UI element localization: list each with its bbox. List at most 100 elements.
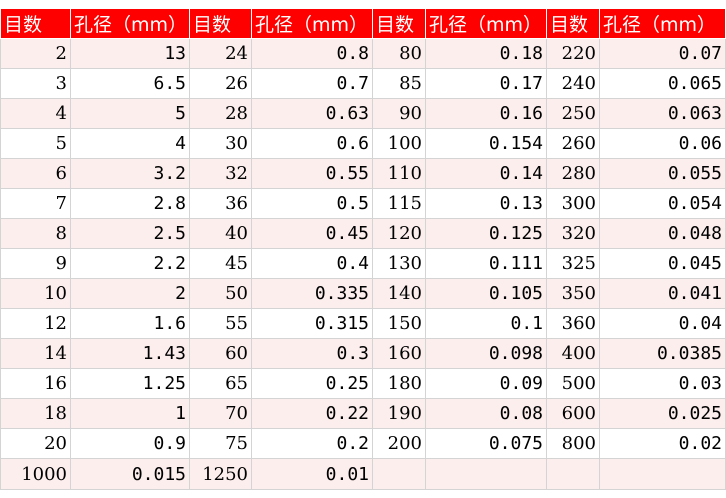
mesh-cell: 280 [546, 158, 600, 189]
aperture-cell: 0.041 [599, 278, 726, 309]
aperture-cell: 0.154 [425, 128, 547, 159]
header-aperture-2: 孔径（mm） [251, 8, 373, 39]
mesh-cell: 1250 [189, 458, 252, 490]
mesh-cell: 4 [0, 98, 71, 129]
aperture-cell: 4 [70, 128, 190, 159]
mesh-cell: 90 [372, 98, 426, 129]
mesh-cell: 32 [189, 158, 252, 189]
aperture-cell: 2.8 [70, 188, 190, 219]
mesh-cell [546, 458, 600, 490]
mesh-cell: 400 [546, 338, 600, 369]
aperture-cell: 0.25 [251, 368, 373, 399]
aperture-cell: 2 [70, 278, 190, 309]
header-mesh-1: 目数 [0, 8, 71, 39]
aperture-cell: 0.63 [251, 98, 373, 129]
table-row: 14 1.43 60 0.3 160 0.098 400 0.0385 [0, 338, 726, 369]
aperture-cell: 3.2 [70, 158, 190, 189]
aperture-cell: 1.6 [70, 308, 190, 339]
mesh-cell: 26 [189, 68, 252, 99]
aperture-cell: 0.111 [425, 248, 547, 279]
table-row: 7 2.8 36 0.5 115 0.13 300 0.054 [0, 188, 726, 219]
aperture-cell: 0.105 [425, 278, 547, 309]
aperture-cell: 2.5 [70, 218, 190, 249]
aperture-cell: 0.054 [599, 188, 726, 219]
aperture-cell: 0.048 [599, 218, 726, 249]
aperture-cell: 0.6 [251, 128, 373, 159]
aperture-cell: 0.17 [425, 68, 547, 99]
mesh-cell: 3 [0, 68, 71, 99]
mesh-cell: 55 [189, 308, 252, 339]
mesh-cell: 45 [189, 248, 252, 279]
aperture-cell: 0.02 [599, 428, 726, 459]
aperture-cell: 0.9 [70, 428, 190, 459]
table-row: 9 2.2 45 0.4 130 0.111 325 0.045 [0, 248, 726, 279]
mesh-cell: 600 [546, 398, 600, 429]
mesh-cell: 9 [0, 248, 71, 279]
aperture-cell: 0.14 [425, 158, 547, 189]
mesh-cell: 14 [0, 338, 71, 369]
mesh-cell: 8 [0, 218, 71, 249]
aperture-cell: 0.3 [251, 338, 373, 369]
aperture-cell: 0.16 [425, 98, 547, 129]
table-row: 6 3.2 32 0.55 110 0.14 280 0.055 [0, 158, 726, 189]
mesh-cell: 36 [189, 188, 252, 219]
mesh-cell: 160 [372, 338, 426, 369]
mesh-cell: 80 [372, 38, 426, 69]
mesh-cell: 30 [189, 128, 252, 159]
aperture-cell: 1.43 [70, 338, 190, 369]
mesh-cell: 500 [546, 368, 600, 399]
table-row: 2 13 24 0.8 80 0.18 220 0.07 [0, 38, 726, 69]
aperture-cell: 0.8 [251, 38, 373, 69]
aperture-cell: 0.075 [425, 428, 547, 459]
table-row: 16 1.25 65 0.25 180 0.09 500 0.03 [0, 368, 726, 399]
mesh-cell: 85 [372, 68, 426, 99]
aperture-cell: 6.5 [70, 68, 190, 99]
aperture-cell: 0.07 [599, 38, 726, 69]
mesh-cell: 50 [189, 278, 252, 309]
mesh-cell: 60 [189, 338, 252, 369]
aperture-cell: 0.0385 [599, 338, 726, 369]
aperture-cell: 0.025 [599, 398, 726, 429]
aperture-cell: 0.2 [251, 428, 373, 459]
mesh-cell: 5 [0, 128, 71, 159]
mesh-cell: 260 [546, 128, 600, 159]
mesh-cell: 140 [372, 278, 426, 309]
aperture-cell: 0.18 [425, 38, 547, 69]
mesh-cell: 20 [0, 428, 71, 459]
aperture-cell: 0.06 [599, 128, 726, 159]
table-row: 1000 0.015 1250 0.01 [0, 458, 726, 490]
aperture-cell: 0.045 [599, 248, 726, 279]
aperture-cell: 0.1 [425, 308, 547, 339]
header-mesh-3: 目数 [372, 8, 426, 39]
aperture-cell: 0.13 [425, 188, 547, 219]
table-row: 10 2 50 0.335 140 0.105 350 0.041 [0, 278, 726, 309]
mesh-cell: 220 [546, 38, 600, 69]
aperture-cell: 2.2 [70, 248, 190, 279]
aperture-cell: 0.125 [425, 218, 547, 249]
mesh-cell: 70 [189, 398, 252, 429]
aperture-cell: 0.335 [251, 278, 373, 309]
aperture-cell: 0.09 [425, 368, 547, 399]
aperture-cell: 0.55 [251, 158, 373, 189]
table-row: 18 1 70 0.22 190 0.08 600 0.025 [0, 398, 726, 429]
mesh-cell: 16 [0, 368, 71, 399]
header-aperture-3: 孔径（mm） [425, 8, 547, 39]
aperture-cell [425, 458, 547, 490]
aperture-cell: 0.01 [251, 458, 373, 490]
aperture-cell: 0.04 [599, 308, 726, 339]
mesh-cell: 200 [372, 428, 426, 459]
aperture-cell: 1.25 [70, 368, 190, 399]
aperture-cell: 0.45 [251, 218, 373, 249]
table-body: 2 13 24 0.8 80 0.18 220 0.07 3 6.5 26 0.7 85 0.17 240 0… [0, 38, 726, 490]
mesh-cell: 130 [372, 248, 426, 279]
aperture-cell: 0.7 [251, 68, 373, 99]
mesh-cell: 110 [372, 158, 426, 189]
aperture-cell: 0.22 [251, 398, 373, 429]
mesh-cell: 24 [189, 38, 252, 69]
mesh-cell: 250 [546, 98, 600, 129]
header-mesh-2: 目数 [189, 8, 252, 39]
header-aperture-4: 孔径（mm） [599, 8, 726, 39]
mesh-cell: 40 [189, 218, 252, 249]
table-row: 4 5 28 0.63 90 0.16 250 0.063 [0, 98, 726, 129]
mesh-cell: 7 [0, 188, 71, 219]
